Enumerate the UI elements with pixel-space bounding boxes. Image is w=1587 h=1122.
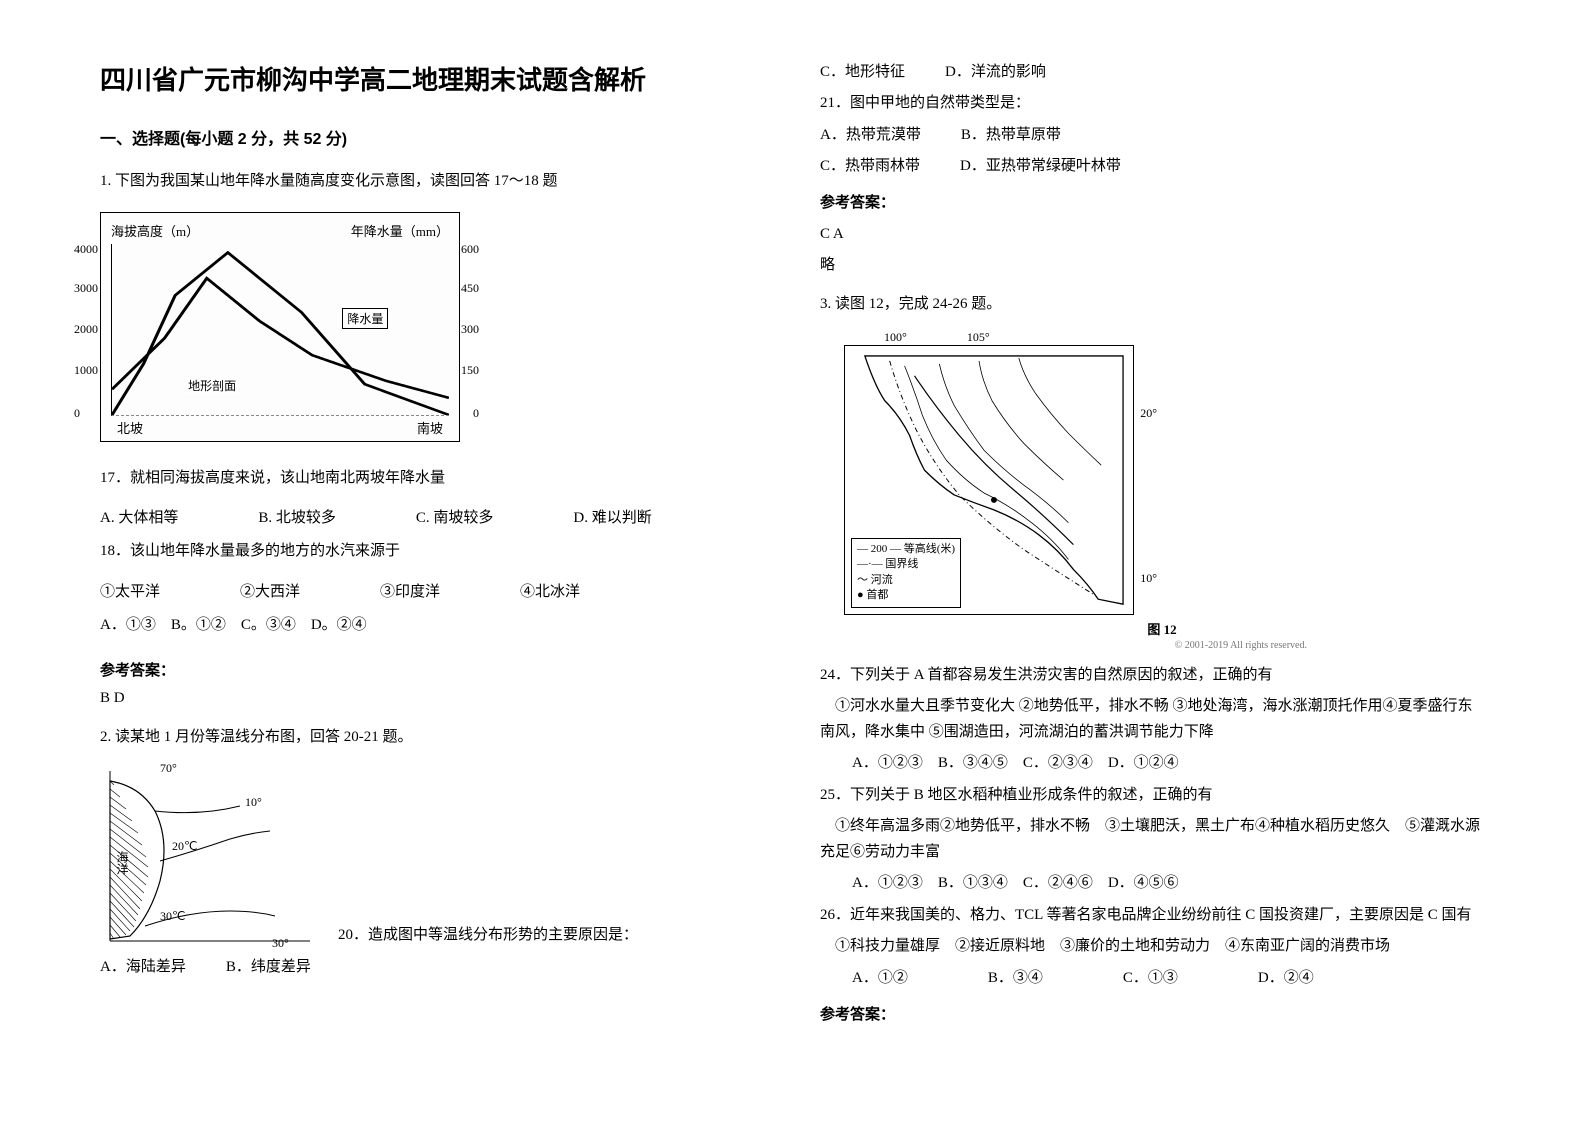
fig1-ytick: 1000 bbox=[74, 363, 98, 378]
fig1-left-axis-label: 海拔高度（m） bbox=[111, 221, 199, 240]
opt-c: C．地形特征 bbox=[820, 60, 905, 81]
item-3: ③印度洋 bbox=[380, 580, 440, 601]
q3-stem: 3. 读图 12，完成 24-26 题。 bbox=[820, 292, 1480, 318]
q24-items: ①河水水量大且季节变化大 ②地势低平，排水不畅 ③地处海湾，海水涨潮顶托作用④夏… bbox=[820, 694, 1480, 745]
q1-answer: B D bbox=[100, 690, 760, 707]
answer-label: 参考答案： bbox=[100, 659, 760, 680]
fig3-lon1: 100° bbox=[884, 330, 907, 345]
fig1-chart-area: 4000 3000 2000 1000 0 600 450 300 150 0 … bbox=[111, 244, 449, 416]
fig1-precip-label: 降水量 bbox=[342, 308, 388, 329]
opt-b: B. 北坡较多 bbox=[258, 506, 336, 527]
q21-options-cd: C．热带雨林带 D．亚热带常绿硬叶林带 bbox=[820, 154, 1480, 175]
fig2-lon-tick: 30° bbox=[272, 936, 289, 951]
q2-extra: 略 bbox=[820, 253, 1480, 274]
q26-options: A．①② B．③④ C．①③ D．②④ bbox=[820, 966, 1480, 987]
section-heading: 一、选择题(每小题 2 分，共 52 分) bbox=[100, 125, 760, 149]
opt-a: A. 大体相等 bbox=[100, 506, 178, 527]
q18-stem: 18．该山地年降水量最多的地方的水汽来源于 bbox=[100, 537, 760, 566]
answer-label: 参考答案： bbox=[820, 1003, 1480, 1024]
opt-a: A．热带荒漠带 bbox=[820, 123, 921, 144]
fig1-ytick: 3000 bbox=[74, 281, 98, 296]
q25-options: A．①②③ B．①③④ C．②④⑥ D．④⑤⑥ bbox=[820, 871, 1480, 897]
fig1-ytick: 2000 bbox=[74, 322, 98, 337]
fig1-rtick: 300 bbox=[461, 322, 479, 337]
q17-options: A. 大体相等 B. 北坡较多 C. 南坡较多 D. 难以判断 bbox=[100, 506, 760, 527]
legend-border: —·— 国界线 bbox=[857, 557, 955, 572]
fig2-iso3: 30℃ bbox=[160, 909, 185, 924]
fig2-row: 70° 10° 20℃ 30℃ 30° 海洋 20．造成图中等温线分布形势的主要… bbox=[100, 757, 760, 955]
q20-stem: 20．造成图中等温线分布形势的主要原因是： bbox=[338, 923, 760, 949]
opt-b: B．纬度差异 bbox=[226, 955, 311, 976]
fig1-rtick: 0 bbox=[473, 406, 479, 421]
q24-stem: 24．下列关于 A 首都容易发生洪涝灾害的自然原因的叙述，正确的有 bbox=[820, 663, 1480, 689]
opt-c: C．热带雨林带 bbox=[820, 154, 920, 175]
fig3-caption: 图 12 bbox=[1017, 619, 1307, 638]
q25-items: ①终年高温多雨②地势低平，排水不畅 ③土壤肥沃，黑土广布④种植水稻历史悠久 ⑤灌… bbox=[820, 814, 1480, 865]
page-title: 四川省广元市柳沟中学高二地理期末试题含解析 bbox=[100, 60, 760, 97]
fig1-ytick: 0 bbox=[74, 406, 80, 421]
item-4: ④北冰洋 bbox=[520, 580, 580, 601]
fig3-lat2: 10° bbox=[1140, 571, 1157, 586]
opt-d: D．②④ bbox=[1258, 966, 1314, 987]
q17-stem: 17．就相同海拔高度来说，该山地南北两坡年降水量 bbox=[100, 464, 760, 493]
fig3-legend: — 200 — 等高线(米) —·— 国界线 ～ 河流 ● 首都 bbox=[851, 538, 961, 608]
fig1-rtick: 600 bbox=[461, 242, 479, 257]
item-1: ①太平洋 bbox=[100, 580, 160, 601]
fig3-capital-marker bbox=[991, 496, 997, 502]
item-2: ②大西洋 bbox=[240, 580, 300, 601]
figure-3-wrap: 100° 105° 20° 10° — 200 — 等高线(米) —·— 国界线… bbox=[844, 330, 1480, 651]
fig2-coast-label: 海洋 bbox=[114, 851, 131, 875]
fig2-isotherm-10 bbox=[155, 806, 240, 813]
opt-d: D．洋流的影响 bbox=[945, 60, 1046, 81]
opt-a: A．海陆差异 bbox=[100, 955, 186, 976]
fig1-bottom-right: 南坡 bbox=[417, 418, 443, 437]
q20-options-ab: A．海陆差异 B．纬度差异 bbox=[100, 955, 760, 976]
fig1-right-axis-label: 年降水量（mm） bbox=[351, 221, 449, 240]
q26-items: ①科技力量雄厚 ②接近原料地 ③廉价的土地和劳动力 ④东南亚广阔的消费市场 bbox=[820, 934, 1480, 960]
fig2-iso2: 20℃ bbox=[172, 839, 197, 854]
opt-b: B．热带草原带 bbox=[961, 123, 1061, 144]
fig1-bottom-left: 北坡 bbox=[117, 418, 143, 437]
q20-options-cd: C．地形特征 D．洋流的影响 bbox=[820, 60, 1480, 81]
q21-options-ab: A．热带荒漠带 B．热带草原带 bbox=[820, 123, 1480, 144]
fig1-ytick: 4000 bbox=[74, 242, 98, 257]
opt-a: A．①② bbox=[852, 966, 908, 987]
figure-2: 70° 10° 20℃ 30℃ 30° 海洋 bbox=[100, 761, 330, 951]
left-column: 四川省广元市柳沟中学高二地理期末试题含解析 一、选择题(每小题 2 分，共 52… bbox=[100, 60, 760, 1082]
fig3-lon2: 105° bbox=[967, 330, 990, 345]
answer-label: 参考答案： bbox=[820, 191, 1480, 212]
legend-capital: ● 首都 bbox=[857, 588, 955, 603]
fig1-rtick: 150 bbox=[461, 363, 479, 378]
fig1-rtick: 450 bbox=[461, 281, 479, 296]
q18-options: A．①③ B。①② C。③④ D。②④ bbox=[100, 611, 760, 640]
opt-d: D. 难以判断 bbox=[573, 506, 651, 527]
q2-stem: 2. 读某地 1 月份等温线分布图，回答 20-21 题。 bbox=[100, 725, 760, 751]
q2-answer: C A bbox=[820, 222, 1480, 248]
q24-options: A．①②③ B．③④⑤ C．②③④ D．①②④ bbox=[820, 751, 1480, 777]
q18-items: ①太平洋 ②大西洋 ③印度洋 ④北冰洋 bbox=[100, 580, 760, 601]
figure-3: 20° 10° — 200 — 等高线(米) —·— 国界线 ～ 河流 ● 首都 bbox=[844, 345, 1134, 615]
opt-c: C．①③ bbox=[1123, 966, 1178, 987]
figure-1: 海拔高度（m） 年降水量（mm） 4000 3000 2000 1000 0 6… bbox=[100, 212, 460, 442]
fig3-source: © 2001-2019 All rights reserved. bbox=[1017, 640, 1307, 651]
q1-stem: 1. 下图为我国某山地年降水量随高度变化示意图，读图回答 17～18 题 bbox=[100, 167, 760, 196]
q26-stem: 26．近年来我国美的、格力、TCL 等著名家电品牌企业纷纷前往 C 国投资建厂，… bbox=[820, 903, 1480, 929]
fig3-lat1: 20° bbox=[1140, 406, 1157, 421]
legend-contour: — 200 — 等高线(米) bbox=[857, 542, 955, 557]
q25-stem: 25．下列关于 B 地区水稻种植业形成条件的叙述，正确的有 bbox=[820, 783, 1480, 809]
right-column: C．地形特征 D．洋流的影响 21．图中甲地的自然带类型是： A．热带荒漠带 B… bbox=[820, 60, 1480, 1082]
opt-c: C. 南坡较多 bbox=[416, 506, 494, 527]
legend-river: ～ 河流 bbox=[857, 573, 955, 588]
opt-d: D．亚热带常绿硬叶林带 bbox=[960, 154, 1121, 175]
q21-stem: 21．图中甲地的自然带类型是： bbox=[820, 91, 1480, 117]
fig2-top-tick: 70° bbox=[160, 761, 177, 776]
fig1-profile-label: 地形剖面 bbox=[186, 377, 238, 394]
opt-b: B．③④ bbox=[988, 966, 1043, 987]
fig2-iso1: 10° bbox=[245, 795, 262, 810]
